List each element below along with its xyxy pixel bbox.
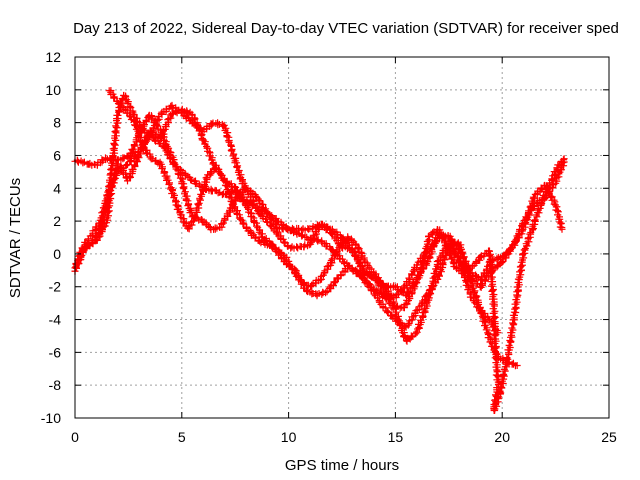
x-tick-label: 20 [494,429,510,445]
y-tick-label: 6 [53,147,61,163]
x-tick-label: 0 [71,429,79,445]
series-markers [105,87,568,414]
axis-ticks: 0 5 10 15 20 25 -10 -8 -6 -4 -2 0 2 4 6 8 10 12 [41,49,617,445]
y-tick-label: 12 [45,49,61,65]
plot-area [71,87,568,414]
x-tick-label: 10 [281,429,297,445]
plot-frame [74,56,610,419]
data-series-track-5 [105,87,568,414]
gridlines [75,57,609,418]
y-axis-label: SDTVAR / TECUs [7,178,24,298]
y-tick-label: -4 [49,312,62,328]
x-axis-label: GPS time / hours [285,457,399,474]
y-tick-label: 2 [53,213,61,229]
y-tick-label: -6 [49,344,62,360]
y-tick-label: -2 [49,279,62,295]
y-tick-label: 8 [53,115,61,131]
x-tick-label: 25 [601,429,617,445]
x-tick-label: 5 [178,429,186,445]
x-tick-label: 15 [388,429,404,445]
y-tick-label: -10 [41,410,61,426]
y-tick-label: 4 [53,180,61,196]
chart-title: Day 213 of 2022, Sidereal Day-to-day VTE… [73,20,619,37]
y-tick-label: -8 [49,377,62,393]
y-tick-label: 0 [53,246,61,262]
y-tick-label: 10 [45,82,61,98]
